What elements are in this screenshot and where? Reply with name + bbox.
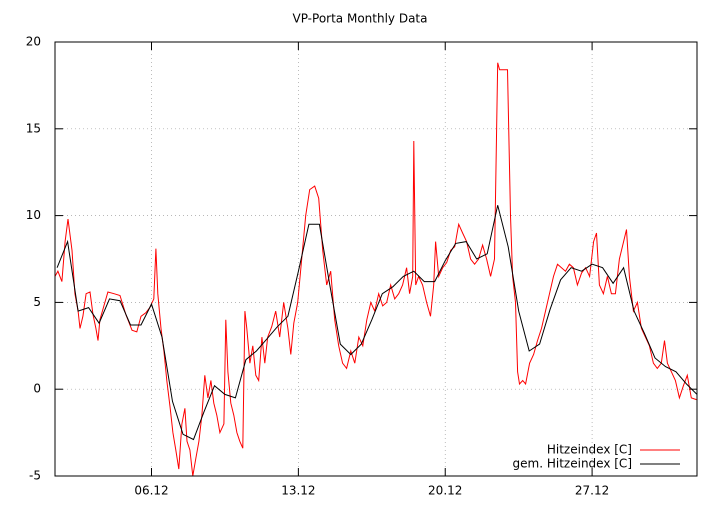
legend-label: gem. Hitzeindex [C]	[513, 457, 632, 471]
x-tick-label: 20.12	[428, 484, 462, 498]
y-tick-label: -5	[29, 469, 41, 483]
y-tick-label: 0	[33, 382, 41, 396]
chart-title: VP-Porta Monthly Data	[293, 12, 428, 26]
series-line	[56, 205, 697, 441]
x-tick-label: 06.12	[134, 484, 168, 498]
y-tick-label: 15	[26, 121, 41, 135]
x-tick-label: 13.12	[281, 484, 315, 498]
series-line	[55, 62, 697, 476]
y-tick-label: 10	[26, 208, 41, 222]
y-tick-label: 5	[33, 295, 41, 309]
legend-label: Hitzeindex [C]	[547, 443, 632, 457]
plot-frame	[54, 41, 698, 477]
y-tick-label: 20	[26, 35, 41, 49]
x-tick-label: 27.12	[575, 484, 609, 498]
